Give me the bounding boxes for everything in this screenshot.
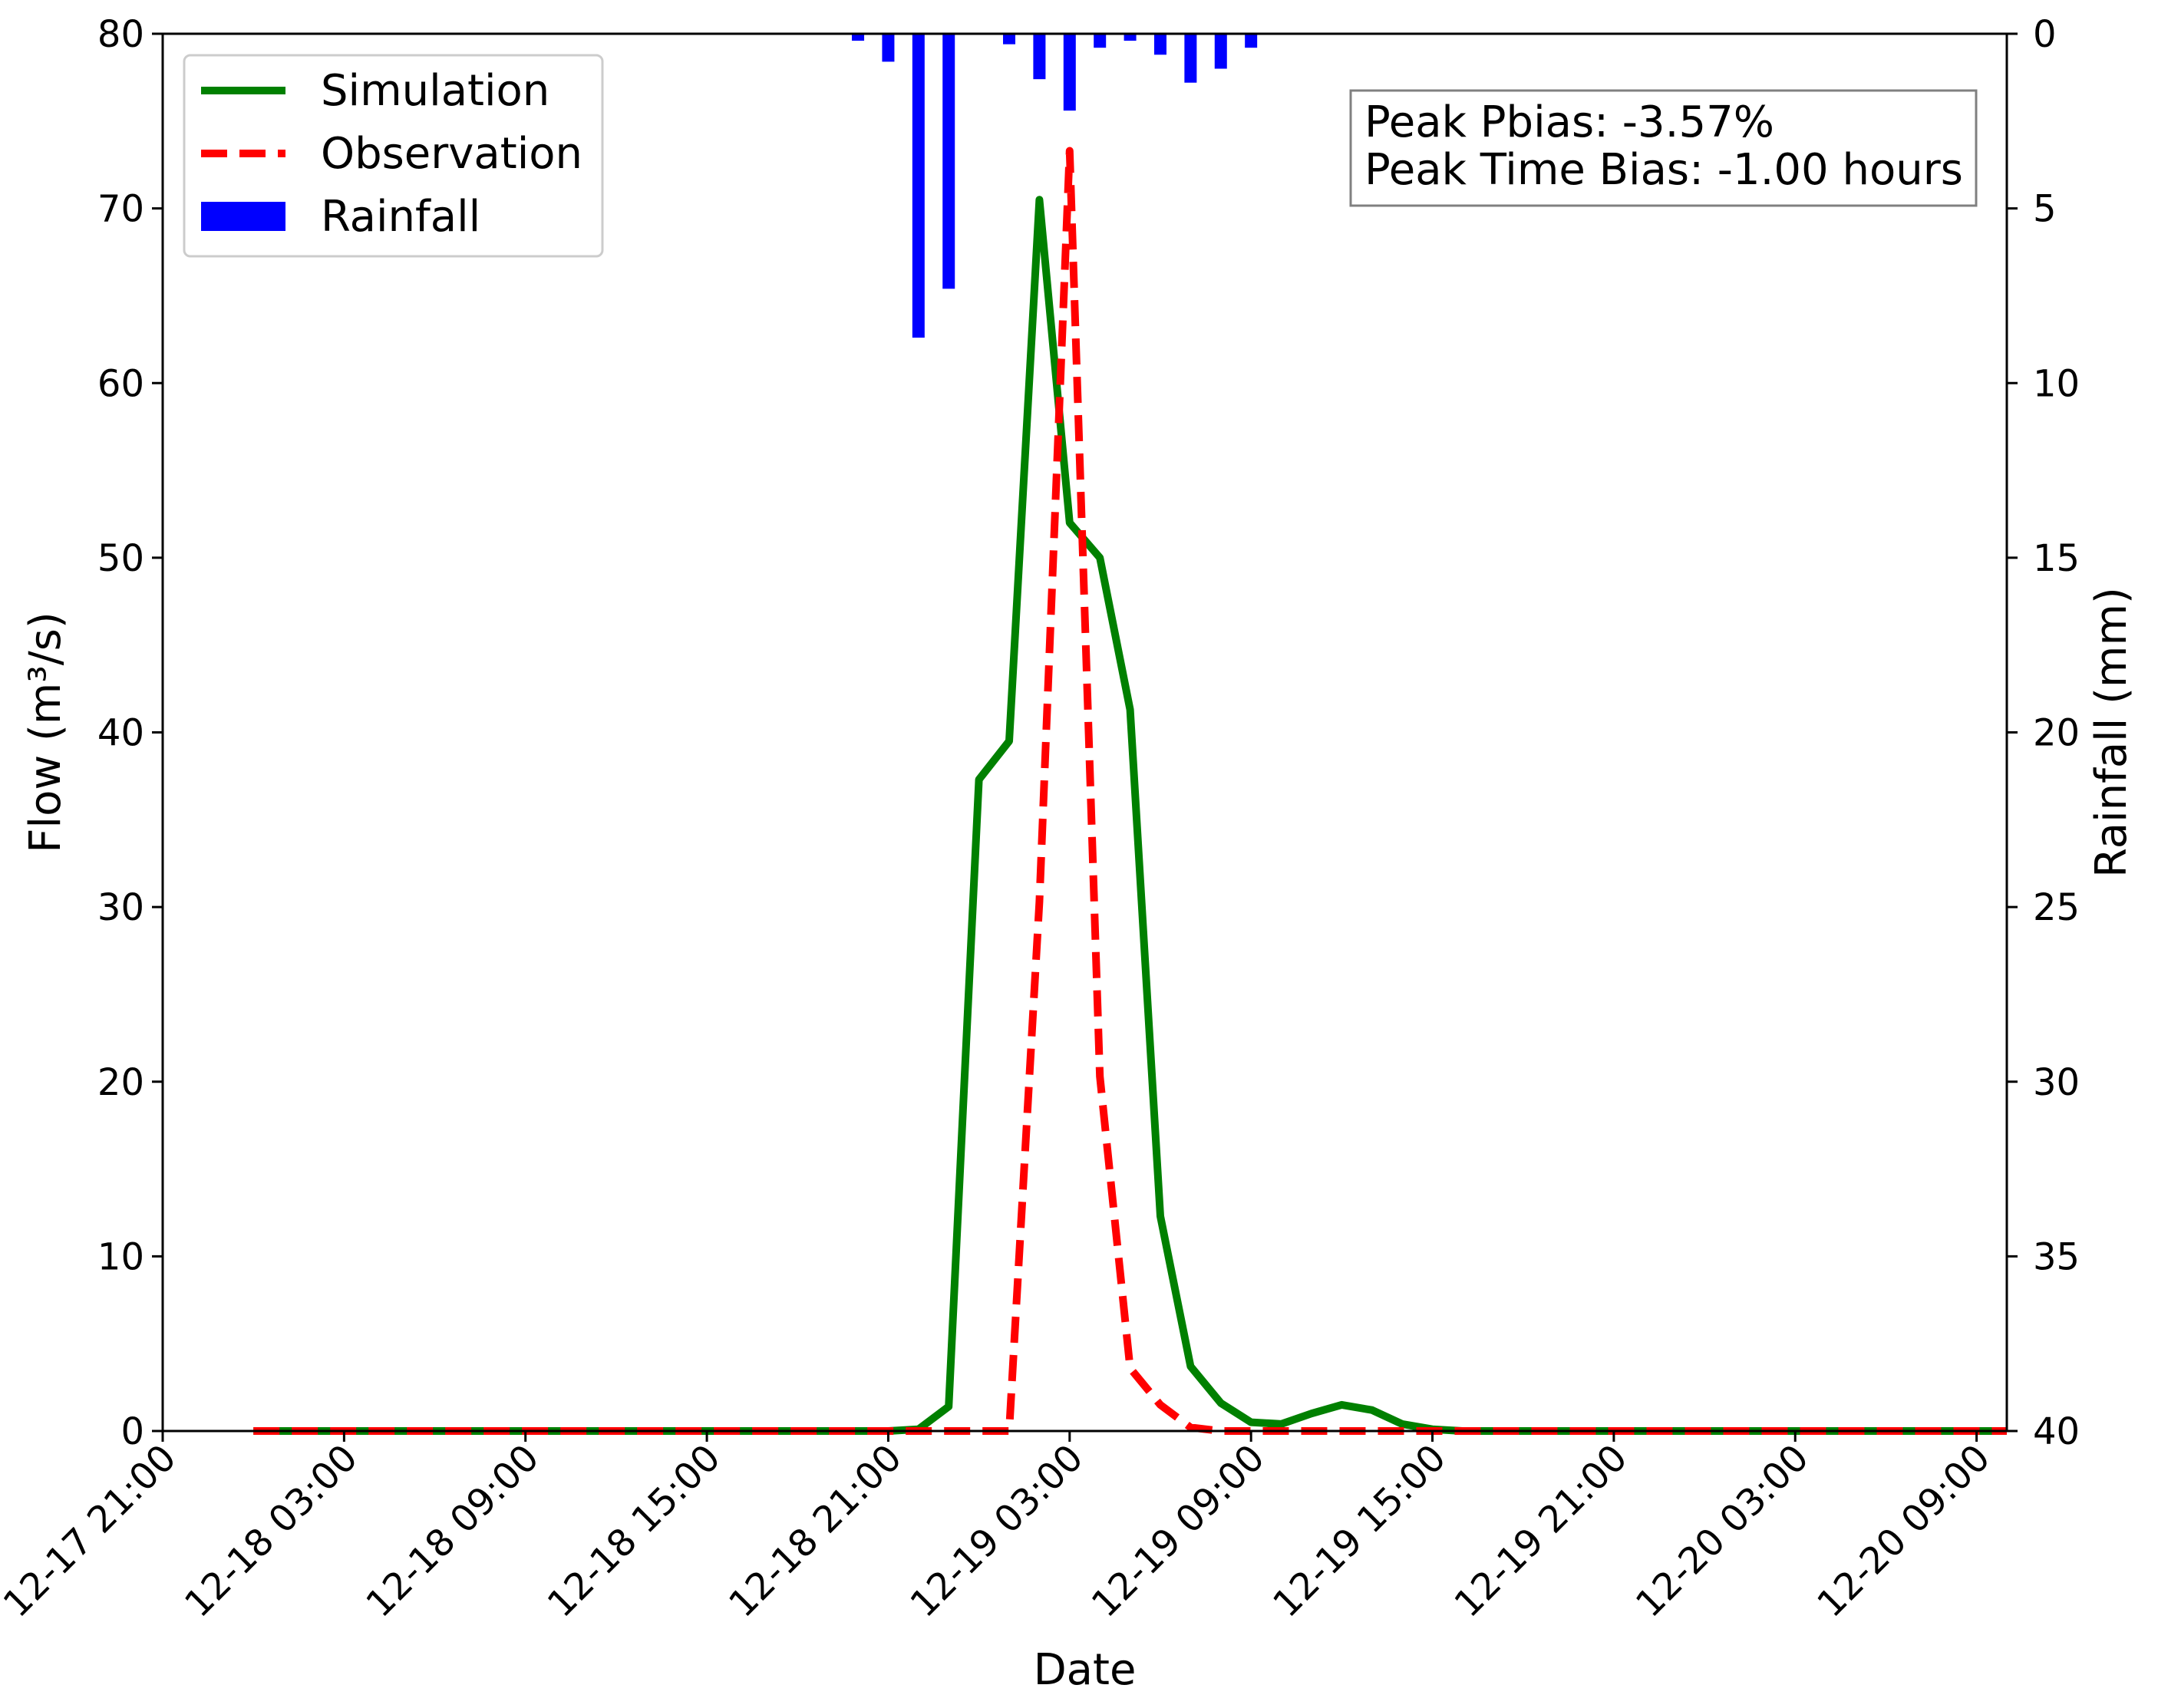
y-tick-label: 10: [97, 1235, 144, 1278]
rainfall-bar: [1094, 34, 1107, 48]
annotation-line: Peak Time Bias: -1.00 hours: [1364, 145, 1963, 195]
y2-tick-label: 25: [2033, 886, 2080, 929]
x-tick-label: 12-19 09:00: [1084, 1436, 1273, 1626]
legend-label-simulation: Simulation: [321, 66, 549, 116]
x-tick-label: 12-19 03:00: [902, 1436, 1091, 1626]
x-tick-label: 12-18 21:00: [721, 1436, 910, 1626]
legend-swatch-rainfall: [201, 202, 285, 231]
y-tick-label: 60: [97, 362, 144, 405]
peak-bias-annotation: Peak Pbias: -3.57%Peak Time Bias: -1.00 …: [1349, 89, 1978, 207]
rainfall-bar: [1153, 34, 1166, 55]
x-tick-label: 12-20 03:00: [1628, 1436, 1817, 1626]
x-tick-label: 12-18 03:00: [177, 1436, 366, 1626]
y-tick-label: 50: [97, 537, 144, 580]
rainfall-bar: [852, 34, 865, 41]
x-tick-label: 12-18 15:00: [540, 1436, 729, 1626]
y-tick-label: 70: [97, 188, 144, 231]
y2-tick-label: 10: [2033, 362, 2080, 405]
simulation-line: [253, 196, 2007, 1435]
x-tick-label: 12-19 15:00: [1265, 1436, 1454, 1626]
y2-tick-label: 15: [2033, 537, 2080, 580]
legend-box: [183, 54, 604, 258]
rainfall-bar: [1003, 34, 1016, 45]
rainfall-bar: [882, 34, 895, 62]
y2-tick-label: 20: [2033, 712, 2080, 755]
y2-tick-label: 35: [2033, 1235, 2080, 1278]
annotation-line: Peak Pbias: -3.57%: [1364, 97, 1774, 147]
y-tick-label: 40: [97, 712, 144, 755]
rainfall-bar: [1245, 34, 1258, 48]
rainfall-bar: [1033, 34, 1046, 80]
rainfall-bar: [1214, 34, 1227, 69]
rainfall-bar: [1124, 34, 1137, 41]
rainfall-bar: [912, 34, 925, 338]
y2-tick-label: 5: [2033, 188, 2057, 231]
y-tick-label: 30: [97, 886, 144, 929]
x-tick-label: 12-18 09:00: [358, 1436, 547, 1626]
y2-tick-label: 40: [2033, 1410, 2080, 1453]
rainfall-bar: [1063, 34, 1076, 111]
x-tick-label: 12-20 09:00: [1809, 1436, 1998, 1626]
legend-label-observation: Observation: [321, 129, 582, 179]
annotation-box: [1349, 89, 1978, 207]
y2-axis-title: Rainfall (mm): [2087, 587, 2137, 878]
observation-line: [253, 147, 2007, 1435]
x-tick-label: 12-17 21:00: [0, 1436, 184, 1626]
y-axis-title: Flow (m³/s): [21, 612, 71, 852]
rainfall-bar: [942, 34, 955, 289]
y2-tick-label: 0: [2033, 13, 2057, 56]
legend: Simulation Observation Rainfall: [183, 54, 604, 258]
y-tick-label: 80: [97, 13, 144, 56]
y2-tick-label: 30: [2033, 1061, 2080, 1104]
legend-label-rainfall: Rainfall: [321, 192, 480, 242]
x-tick-label: 12-19 21:00: [1447, 1436, 1636, 1626]
x-axis-title: Date: [1034, 1645, 1137, 1695]
y-tick-label: 0: [120, 1410, 144, 1453]
rainfall-bar: [1184, 34, 1197, 83]
y-tick-label: 20: [97, 1061, 144, 1104]
